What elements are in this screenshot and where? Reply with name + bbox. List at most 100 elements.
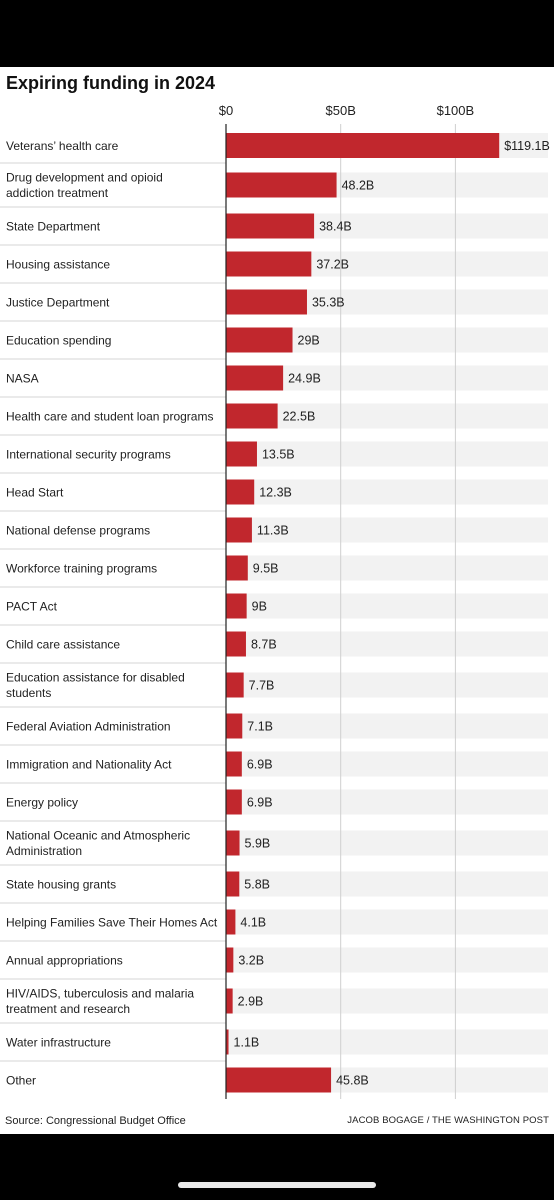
value-label: 35.3B [312,296,345,310]
bar [226,1029,229,1055]
category-label: Energy policy [6,796,78,810]
bar [226,593,247,619]
category-label: HIV/AIDS, tuberculosis and malaria [6,987,194,1001]
tick-label: $0 [219,103,233,118]
bar [226,672,244,698]
bar [226,213,315,239]
home-indicator[interactable] [178,1182,376,1188]
bar [226,751,242,777]
bar-chart: $119.1B Veterans’ health care 48.2B Drug de… [0,103,550,1099]
category-label: Drug development and opioid [6,171,163,185]
category-label: students [6,686,51,700]
bar [226,479,255,505]
value-label: 38.4B [319,220,352,234]
value-label: 9B [252,600,267,614]
bar [226,909,236,935]
value-label: 24.9B [288,372,321,386]
bar [226,517,252,543]
value-label: 4.1B [240,916,266,930]
bar [226,555,248,581]
value-label: $119.1B [504,139,550,153]
bar [226,631,246,657]
value-label: 7.1B [247,720,273,734]
value-label: 12.3B [259,486,292,500]
category-label: Immigration and Nationality Act [6,758,172,772]
value-label: 48.2B [342,179,375,193]
category-label: National defense programs [6,524,150,538]
bar [226,365,284,391]
category-label: addiction treatment [6,186,109,200]
bar [226,830,240,856]
tick-label: $50B [326,103,356,118]
category-label: Housing assistance [6,258,110,272]
value-label: 22.5B [283,410,316,424]
credit-line: JACOB BOGAGE / THE WASHINGTON POST [347,1115,549,1126]
bar-track [226,947,548,973]
bar-track [226,988,548,1014]
bar-track [226,751,548,777]
bar-track [226,871,548,897]
value-label: 29B [298,334,320,348]
bar [226,988,233,1014]
bar [226,713,243,739]
chart-title: Expiring funding in 2024 [6,73,216,93]
tick-label: $100B [437,103,475,118]
value-label: 11.3B [257,524,289,538]
bar-track [226,555,548,581]
value-label: 13.5B [262,448,295,462]
bar [226,871,240,897]
category-label: State Department [6,220,101,234]
value-label: 2.9B [238,995,264,1009]
bar-track [226,909,548,935]
value-label: 5.8B [244,878,270,892]
bar [226,133,500,158]
bar [226,172,337,198]
bar [226,789,242,815]
bar [226,1067,332,1093]
bar-track [226,593,548,619]
category-label: Veterans’ health care [6,139,119,153]
value-label: 37.2B [316,258,349,272]
bar [226,251,312,277]
value-label: 7.7B [249,679,275,693]
bar-track [226,672,548,698]
value-label: 8.7B [251,638,277,652]
bar [226,327,293,353]
bar-track [226,1029,548,1055]
chart-card: Expiring funding in 2024 $119.1B Veterans… [0,67,554,1134]
category-label: Annual appropriations [6,954,123,968]
bar-track [226,403,548,429]
category-label: Education assistance for disabled [6,671,185,685]
category-label: Water infrastructure [6,1036,111,1050]
category-label: Federal Aviation Administration [6,720,171,734]
bar-track [226,830,548,856]
category-label: Administration [6,844,82,858]
bar-track [226,479,548,505]
category-label: NASA [6,372,39,386]
bar [226,289,307,315]
bar-track [226,441,548,467]
category-label: Justice Department [6,296,110,310]
category-label: Helping Families Save Their Homes Act [6,916,218,930]
category-label: PACT Act [6,600,58,614]
category-label: Child care assistance [6,638,120,652]
bar-track [226,713,548,739]
value-label: 1.1B [234,1036,260,1050]
value-label: 3.2B [238,954,264,968]
value-label: 5.9B [245,837,271,851]
value-label: 6.9B [247,758,273,772]
category-label: Health care and student loan programs [6,410,213,424]
value-label: 9.5B [253,562,279,576]
category-label: State housing grants [6,878,116,892]
category-label: International security programs [6,448,171,462]
bar [226,441,257,467]
source-note: Source: Congressional Budget Office [5,1115,186,1127]
category-label: Head Start [6,486,64,500]
bar-track [226,517,548,543]
category-label: treatment and research [6,1002,130,1016]
bar [226,403,278,429]
bar [226,947,234,973]
category-label: Education spending [6,334,111,348]
bar-track [226,789,548,815]
value-label: 6.9B [247,796,273,810]
